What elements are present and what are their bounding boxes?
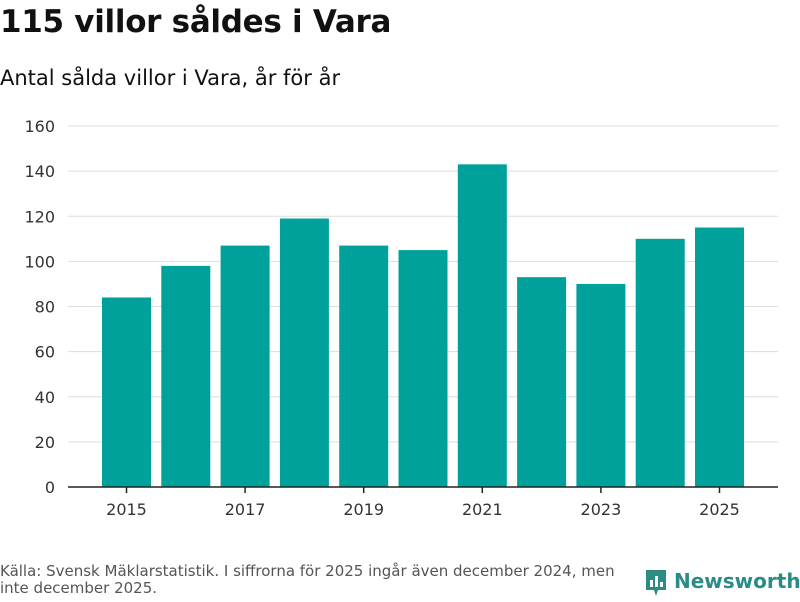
x-tick-label: 2025 xyxy=(699,500,740,519)
x-tick-label: 2017 xyxy=(225,500,266,519)
brand-name: Newsworthy xyxy=(674,569,800,593)
bar-2018[interactable] xyxy=(279,218,329,487)
y-tick-label: 160 xyxy=(24,117,55,136)
bar-2017[interactable] xyxy=(220,245,270,487)
bar-2019[interactable] xyxy=(339,245,389,487)
bar-2022[interactable] xyxy=(517,277,567,487)
bar-2020[interactable] xyxy=(398,250,448,487)
y-tick-label: 100 xyxy=(24,252,55,271)
y-tick-label: 20 xyxy=(35,433,55,452)
bar-chart: 0 20 40 60 80 100 120 140 160 2015 2017 2019 2021 202… xyxy=(24,117,778,519)
chart-subtitle: Antal sålda villor i Vara, år för år xyxy=(0,66,341,90)
brand-logo[interactable]: Newsworthy xyxy=(644,568,800,600)
y-tick-label: 80 xyxy=(35,298,55,317)
y-tick-label: 40 xyxy=(35,388,55,407)
source-note: Källa: Svensk Mäklarstatistik. I siffror… xyxy=(0,562,615,597)
y-tick-label: 120 xyxy=(24,207,55,226)
bars xyxy=(102,164,744,487)
y-tick-label: 140 xyxy=(24,162,55,181)
x-tick-label: 2023 xyxy=(581,500,622,519)
bar-2015[interactable] xyxy=(102,297,151,487)
bar-2024[interactable] xyxy=(635,238,685,487)
y-tick-label: 0 xyxy=(45,478,55,497)
chart-title: 115 villor såldes i Vara xyxy=(0,4,392,40)
x-tick-label: 2015 xyxy=(106,500,147,519)
newsworthy-logo-icon xyxy=(644,568,668,602)
y-tick-label: 60 xyxy=(35,343,55,362)
bar-2025[interactable] xyxy=(695,227,744,487)
bar-2023[interactable] xyxy=(576,283,626,487)
x-tick-label: 2021 xyxy=(462,500,503,519)
bar-2016[interactable] xyxy=(161,265,211,487)
x-tick-label: 2019 xyxy=(343,500,384,519)
axes: 0 20 40 60 80 100 120 140 160 2015 2017 2019 2021 202… xyxy=(24,117,778,519)
bar-2021[interactable] xyxy=(457,164,507,487)
